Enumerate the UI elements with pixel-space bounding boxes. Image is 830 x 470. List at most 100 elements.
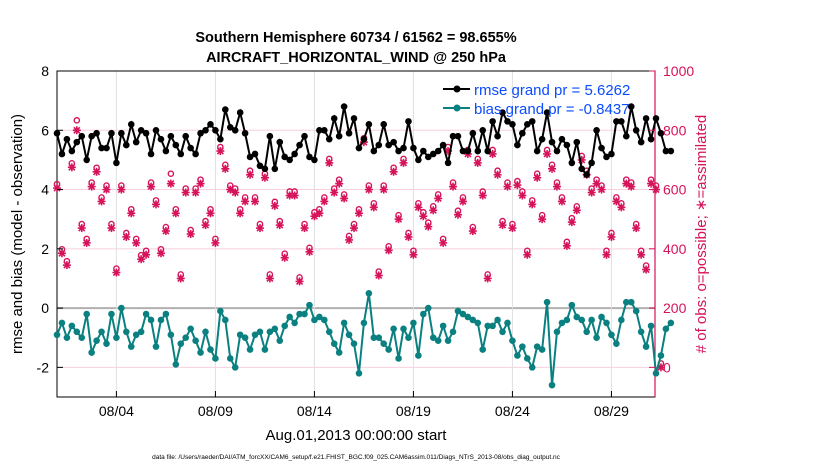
obs-assimilated-marker — [137, 255, 146, 264]
bias-point — [385, 346, 392, 353]
bias-point — [489, 322, 496, 330]
rmse-point — [226, 124, 234, 131]
rmse-point — [484, 147, 491, 155]
y-right-tick-label: 1000 — [663, 63, 694, 79]
asterisk-stroke — [538, 215, 546, 223]
obs-assimilated-marker — [265, 274, 274, 283]
obs-assimilated-marker — [122, 232, 131, 241]
y-tick-label: 4 — [41, 182, 49, 198]
obs-assimilated-marker — [72, 126, 81, 135]
obs-assimilated-marker — [627, 182, 636, 191]
asterisk-stroke — [548, 165, 556, 173]
rmse-point — [345, 129, 353, 137]
rmse-point — [662, 147, 670, 155]
asterisk-stroke — [508, 224, 516, 232]
obs-assimilated-marker — [295, 277, 304, 286]
asterisk-stroke — [117, 185, 125, 194]
asterisk-stroke — [122, 233, 130, 241]
rmse-point — [494, 132, 501, 140]
asterisk-stroke — [187, 230, 195, 238]
rmse-point — [657, 129, 665, 137]
bias-point — [98, 328, 105, 336]
asterisk-stroke — [147, 183, 155, 191]
asterisk-stroke — [563, 242, 571, 250]
obs-assimilated-marker — [543, 149, 552, 158]
asterisk-stroke — [300, 224, 309, 232]
bias-point — [157, 316, 165, 324]
marks — [53, 103, 675, 389]
bias-point — [459, 310, 467, 318]
legend-rmse-label: rmse grand pr = 5.6262 — [474, 82, 630, 99]
bias-point — [127, 343, 135, 350]
rmse-point — [172, 141, 180, 149]
bias-point — [202, 328, 209, 336]
asterisk-stroke — [370, 203, 378, 211]
obs-assimilated-marker — [221, 164, 230, 173]
rmse-point — [424, 153, 432, 161]
obs-assimilated-marker — [191, 188, 200, 197]
rmse-point — [514, 141, 521, 149]
ticks: -2 0 2 4 6 8 0 200 400 600 800 1000 08/04 08/09 08/14 0… — [37, 63, 695, 419]
asterisk-stroke — [558, 197, 566, 205]
legend-bias-label: bias grand pr = -0.8437 — [474, 101, 630, 118]
obs-assimilated-marker — [617, 203, 626, 212]
bias-point — [400, 325, 407, 333]
rmse-point — [251, 150, 259, 158]
rmse-point — [390, 138, 397, 146]
asterisk-stroke — [320, 197, 328, 205]
asterisk-stroke — [78, 224, 86, 232]
rmse-point — [637, 138, 645, 146]
y-right-tick-label: 0 — [663, 359, 671, 375]
rmse-point — [58, 150, 66, 158]
x-tick-label: 08/14 — [297, 403, 332, 419]
asterisk-stroke — [291, 191, 299, 200]
asterisk-stroke — [182, 188, 190, 197]
asterisk-stroke — [459, 197, 467, 205]
obs-assimilated-marker — [414, 203, 423, 212]
bias-point — [627, 298, 635, 306]
bias-point — [622, 298, 630, 306]
asterisk-stroke — [152, 200, 160, 208]
bias-point — [523, 355, 531, 362]
obs-assimilated-marker — [548, 164, 557, 173]
rmse-point — [434, 147, 442, 155]
asterisk-stroke — [102, 185, 111, 194]
asterisk-stroke — [498, 221, 507, 229]
asterisk-stroke — [192, 188, 200, 197]
asterisk-stroke — [657, 363, 665, 371]
rmse-point — [142, 129, 150, 137]
asterisk-stroke — [107, 224, 116, 232]
rmse-point — [603, 153, 610, 161]
asterisk-stroke — [622, 180, 630, 188]
rmse-point — [499, 109, 506, 116]
obs-assimilated-marker — [335, 179, 344, 188]
bias-point — [251, 331, 259, 339]
bias-point — [613, 340, 620, 347]
asterisk-stroke — [375, 271, 383, 280]
rmse-point — [479, 126, 487, 134]
obs-assimilated-marker — [241, 197, 250, 206]
obs-assimilated-marker — [592, 179, 601, 188]
bias-point — [568, 301, 576, 309]
obs-assimilated-marker — [166, 179, 175, 188]
rmse-point — [608, 150, 615, 158]
rmse-point — [330, 115, 338, 122]
asterisk-stroke — [310, 212, 318, 220]
rmse-point — [311, 156, 318, 164]
bias-point — [321, 316, 328, 324]
bias-point — [88, 349, 95, 356]
bias-point — [424, 304, 432, 312]
bias-point — [118, 304, 125, 312]
rmse-point — [667, 147, 675, 155]
bias-point — [642, 343, 650, 350]
bias-point — [652, 369, 660, 377]
rmse-point — [469, 129, 477, 137]
obs-assimilated-marker — [612, 197, 621, 206]
obs-assimilated-marker — [280, 253, 289, 262]
rmse-point — [321, 126, 328, 134]
asterisk-stroke — [647, 180, 655, 188]
obs-assimilated-marker — [651, 185, 660, 194]
bias-point — [335, 349, 343, 356]
bias-point — [454, 307, 462, 315]
obs-assimilated-marker — [409, 250, 418, 259]
